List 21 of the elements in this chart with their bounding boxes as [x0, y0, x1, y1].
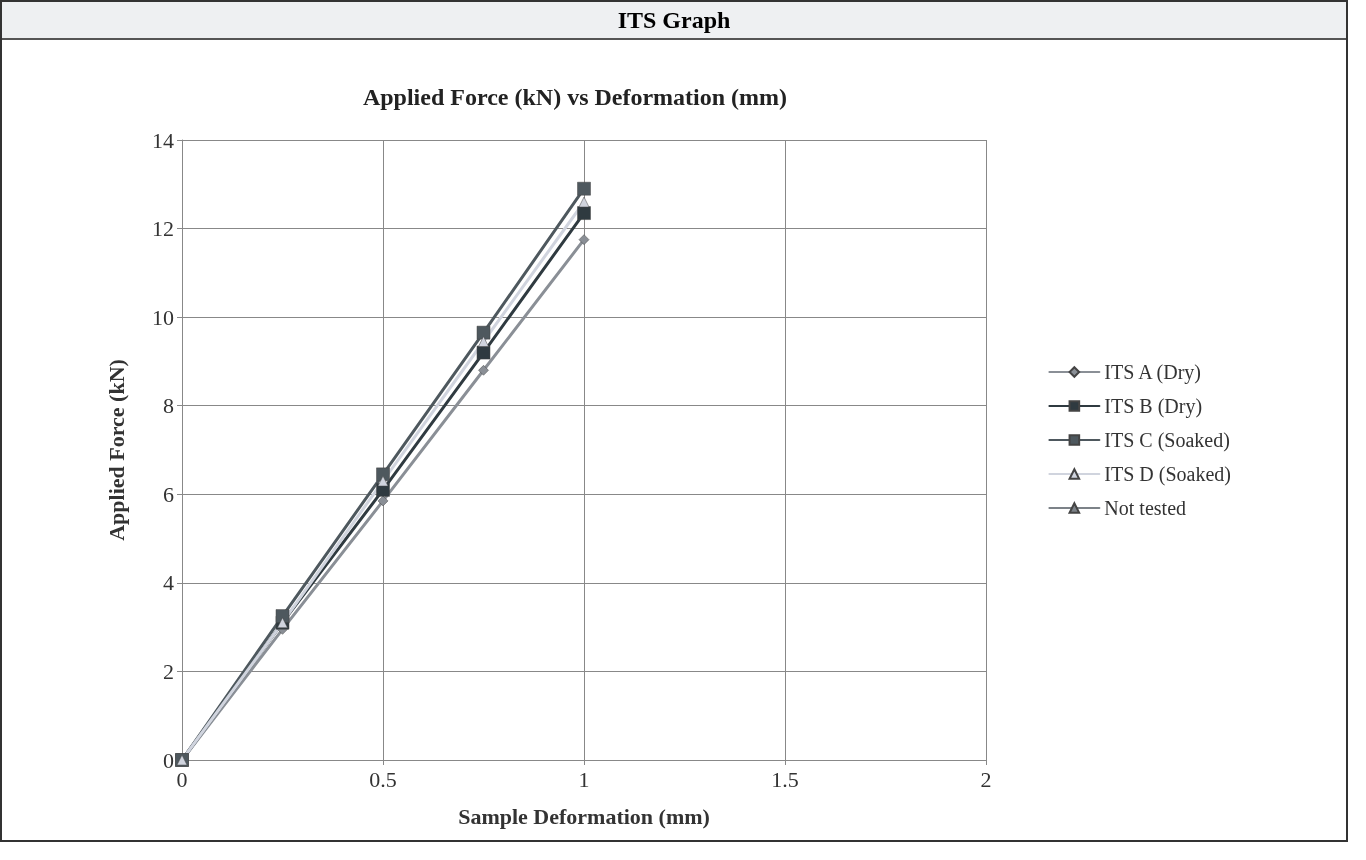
y-axis-title: Applied Force (kN): [103, 359, 129, 541]
y-tick-label: 6: [163, 481, 174, 507]
x-tick-label: 1: [578, 766, 590, 792]
x-axis-title: Sample Deformation (mm): [458, 803, 710, 829]
y-tick-label: 0: [163, 747, 174, 773]
y-tick-label: 8: [163, 393, 174, 419]
x-tick-label: 2: [980, 766, 992, 792]
legend-label: ITS B (Dry): [1104, 395, 1203, 418]
x-tick-label: 1.5: [771, 766, 799, 792]
y-tick-label: 12: [152, 216, 174, 242]
legend-label: ITS D (Soaked): [1104, 463, 1231, 486]
y-tick-label: 4: [163, 570, 174, 596]
chart-subtitle: Applied Force (kN) vs Deformation (mm): [362, 84, 788, 110]
y-tick-label: 2: [163, 658, 174, 684]
legend-label: Not tested: [1104, 497, 1187, 519]
y-tick-label: 14: [152, 127, 174, 153]
legend-label: ITS A (Dry): [1104, 361, 1202, 384]
legend-label: ITS C (Soaked): [1104, 429, 1230, 452]
y-tick-label: 10: [152, 304, 174, 330]
chart-title: ITS Graph: [2, 2, 1346, 40]
x-tick-label: 0.5: [369, 766, 397, 792]
